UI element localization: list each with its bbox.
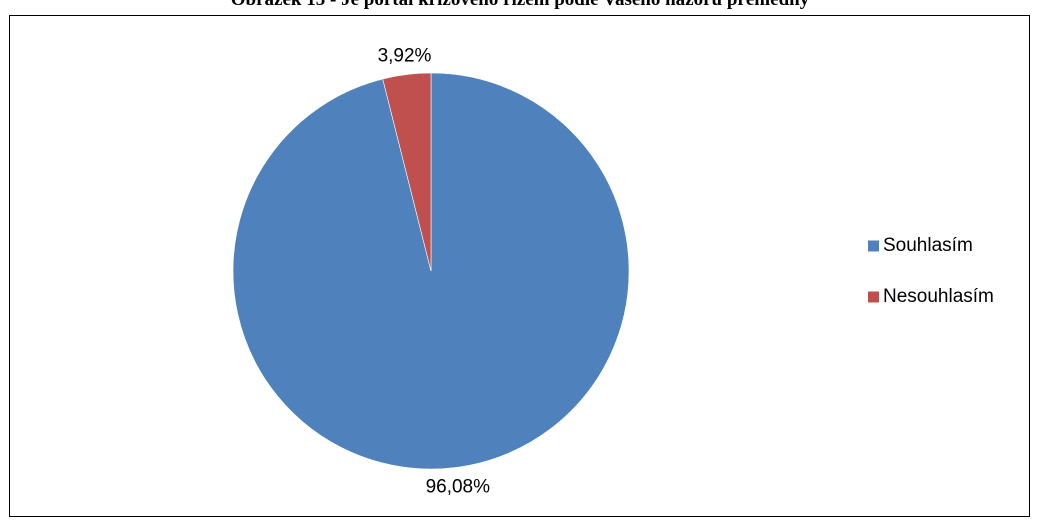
legend-swatch-souhlasim bbox=[868, 240, 879, 252]
legend-label-nesouhlasim: Nesouhlasím bbox=[883, 286, 994, 307]
pie-slice-nesouhlasim bbox=[382, 72, 432, 272]
legend: Souhlasím Nesouhlasím bbox=[868, 235, 994, 307]
legend-swatch-nesouhlasim bbox=[868, 291, 879, 303]
legend-label-souhlasim: Souhlasím bbox=[883, 235, 973, 256]
chart-title: Obrázek 15 - Je portál krizového řízení … bbox=[0, 0, 1040, 11]
data-label-souhlasim: 96,08% bbox=[426, 476, 491, 497]
data-label-nesouhlasim: 3,92% bbox=[378, 46, 432, 67]
data-labels: 96,08% 3,92% bbox=[378, 46, 491, 498]
pie-slices bbox=[232, 72, 630, 470]
